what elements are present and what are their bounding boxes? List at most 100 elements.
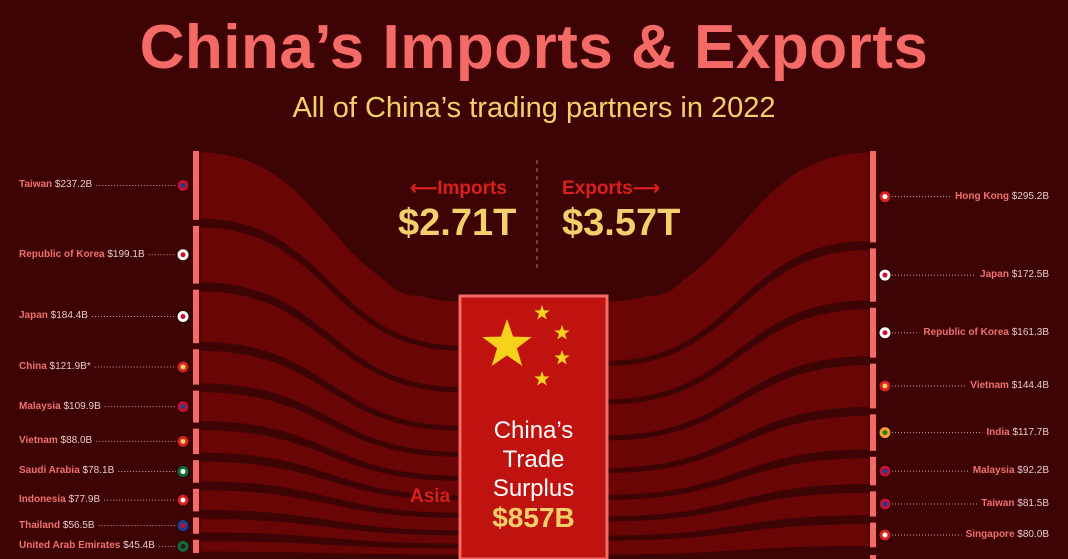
export-partner-label: Taiwan $81.5B (981, 498, 1049, 510)
export-partner-label: Hong Kong $295.2B (955, 191, 1049, 203)
import-bar-3 (193, 349, 199, 385)
import-bar-9 (193, 539, 199, 553)
import-bar-5 (193, 428, 199, 455)
export-bar-5 (870, 456, 876, 486)
partner-name: Malaysia (972, 465, 1015, 477)
import-partner-label: Taiwan $237.2B (19, 179, 92, 191)
imports-label: Imports (437, 178, 507, 199)
partner-name: Vietnam (970, 380, 1009, 392)
partner-value: $237.2B (52, 179, 93, 191)
import-partner-label: Saudi Arabia $78.1B (19, 465, 114, 477)
small-star-icon (554, 325, 570, 340)
import-bar-6 (193, 460, 199, 483)
trade-surplus-value: $857B (492, 502, 575, 533)
partner-name: Indonesia (19, 494, 66, 506)
region-label-asia: Asia (410, 486, 451, 507)
partner-name: Saudi Arabia (19, 465, 80, 477)
chart-title: China’s Imports & Exports (139, 13, 929, 82)
import-bar-8 (193, 517, 199, 534)
partner-value: $109.9B (60, 400, 101, 412)
large-star-icon (482, 319, 532, 366)
import-partner-label: Japan $184.4B (19, 310, 88, 322)
partner-value: $172.5B (1008, 269, 1049, 281)
export-bar-0 (870, 151, 876, 243)
import-partner-label: Thailand $56.5B (19, 520, 95, 532)
chart-subtitle: All of China’s trading partners in 2022 (292, 92, 776, 124)
partner-name: Vietnam (19, 435, 58, 447)
export-bar-2 (870, 307, 876, 358)
export-flow-7 (605, 521, 872, 558)
export-bar-7 (870, 522, 876, 548)
export-flow-1 (605, 246, 872, 403)
import-partner-label: Indonesia $77.9B (19, 494, 100, 506)
export-partner-label: Singapore $80.0B (966, 529, 1049, 541)
import-partner-label: Malaysia $109.9B (19, 401, 101, 413)
center-line-3: Surplus (492, 475, 575, 502)
partner-name: Taiwan (981, 497, 1015, 509)
export-partner-label: Vietnam $144.4B (970, 380, 1049, 392)
partner-name: Republic of Korea (923, 326, 1009, 338)
partner-value: $88.0B (57, 435, 93, 447)
partner-value: $45.4B (120, 540, 155, 552)
imports-header: ⟵Imports (410, 177, 507, 200)
partner-name: Japan (980, 269, 1009, 281)
small-star-icon (534, 305, 550, 320)
partner-value: $77.9B (65, 494, 101, 506)
exports-total: $3.57T (562, 202, 681, 244)
summary-panel (300, 140, 768, 296)
partner-value: $80.0B (1014, 528, 1049, 540)
export-flow-4 (605, 412, 872, 498)
partner-value: $199.1B (104, 248, 145, 260)
center-line-2: Trade (502, 446, 565, 473)
partner-value: $144.4B (1008, 380, 1049, 392)
arrow-left-icon: ⟵ (410, 178, 438, 199)
export-bar-1 (870, 248, 876, 302)
export-partner-label: India $117.7B (986, 427, 1049, 439)
partner-name: Taiwan (19, 179, 53, 191)
export-partner-label: Malaysia $92.2B (973, 465, 1049, 477)
partner-name: Republic of Korea (19, 248, 105, 260)
partner-value: $117.7B (1009, 426, 1049, 438)
partner-name: India (986, 426, 1010, 438)
partner-name: United Arab Emirates (19, 540, 121, 552)
partner-value: $295.2B (1008, 190, 1049, 202)
import-bar-2 (193, 289, 199, 344)
export-partner-label: Republic of Korea $161.3B (923, 327, 1049, 339)
import-bar-1 (193, 225, 199, 284)
exports-header: Exports⟶ (562, 177, 660, 200)
export-bar-4 (870, 414, 876, 451)
export-flow-3 (605, 362, 872, 471)
small-star-icon (534, 371, 550, 386)
partner-name: Japan (19, 310, 48, 322)
partner-value: $78.1B (79, 465, 115, 477)
import-partner-label: United Arab Emirates $45.4B (19, 540, 155, 552)
export-partner-label: Japan $172.5B (980, 269, 1049, 281)
center-line-1: China’s (493, 417, 574, 444)
import-bar-0 (193, 151, 199, 220)
import-partner-label: China $121.9B* (19, 361, 91, 373)
small-star-icon (554, 350, 570, 365)
partner-name: Malaysia (19, 400, 61, 412)
partner-name: China (19, 360, 47, 372)
partner-value: $92.2B (1014, 465, 1049, 477)
import-partner-label: Vietnam $88.0B (19, 435, 92, 447)
exports-label: Exports (562, 178, 633, 199)
import-partner-label: Republic of Korea $199.1B (19, 249, 145, 261)
import-bar-7 (193, 488, 199, 512)
partner-name: Hong Kong (955, 190, 1009, 202)
partner-name: Thailand (19, 519, 61, 531)
import-bar-4 (193, 390, 199, 423)
partner-value: $161.3B (1008, 326, 1049, 338)
export-bar-3 (870, 363, 876, 409)
partner-value: $81.5B (1014, 497, 1049, 509)
partner-value: $184.4B (47, 310, 88, 322)
export-bar-6 (870, 491, 876, 517)
trade-surplus-block: China’s Trade Surplus $857B (460, 416, 607, 532)
arrow-right-icon: ⟶ (632, 178, 660, 199)
export-bar-more (870, 555, 876, 559)
partner-value: $56.5B (60, 519, 95, 531)
partner-value: $121.9B* (46, 360, 91, 372)
partner-name: Singapore (965, 528, 1015, 540)
export-flow-2 (605, 306, 872, 439)
